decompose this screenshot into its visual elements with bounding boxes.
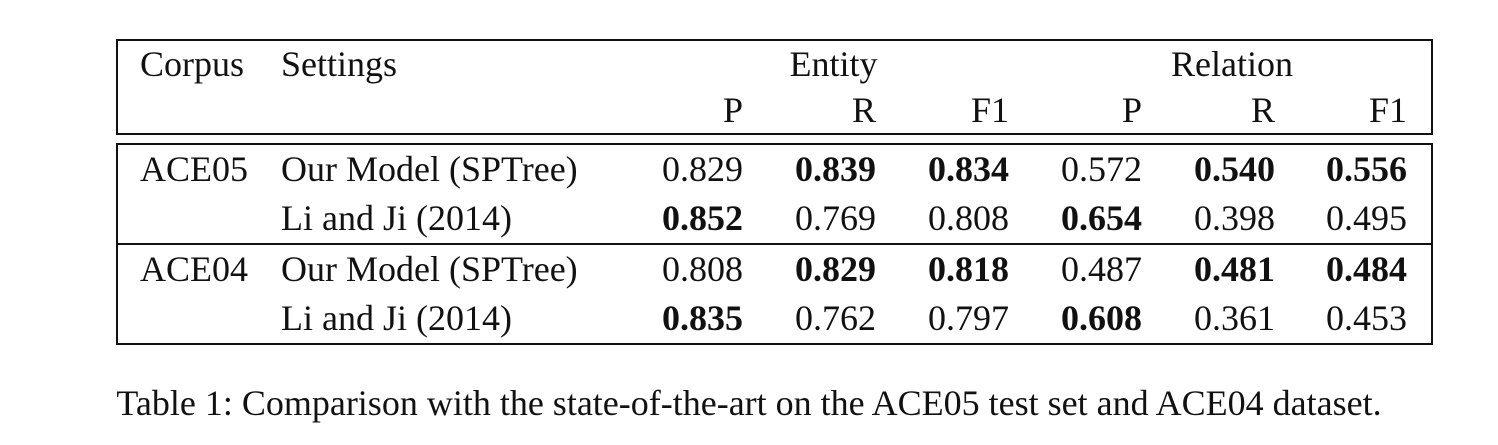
cell-relation-p: 0.572	[1033, 143, 1167, 194]
header-relation-p: P	[1033, 87, 1167, 135]
header-entity-f1: F1	[900, 87, 1034, 135]
cell-relation-r: 0.361	[1166, 294, 1300, 345]
header-row-2: P R F1 P R F1	[116, 87, 1434, 135]
row-corpus	[116, 294, 281, 345]
cell-entity-f1: 0.797	[900, 294, 1034, 345]
table-row: Li and Ji (2014) 0.835 0.762 0.797 0.608…	[116, 294, 1434, 345]
row-setting: Our Model (SPTree)	[281, 243, 634, 294]
row-setting: Our Model (SPTree)	[281, 143, 634, 194]
header-blank	[281, 87, 634, 135]
row-corpus	[116, 194, 281, 244]
header-entity-r: R	[767, 87, 900, 135]
header-entity-p: P	[634, 87, 767, 135]
cell-relation-p: 0.487	[1033, 243, 1167, 294]
cell-entity-p: 0.808	[634, 243, 767, 294]
header-entity-group: Entity	[634, 39, 1034, 87]
table-row: Li and Ji (2014) 0.852 0.769 0.808 0.654…	[116, 194, 1434, 244]
row-setting: Li and Ji (2014)	[281, 294, 634, 345]
cell-relation-p: 0.654	[1061, 198, 1143, 238]
header-relation-r: R	[1166, 87, 1300, 135]
cell-entity-r: 0.769	[795, 198, 876, 238]
results-table: Corpus Settings Entity Relation P R F1 P…	[116, 39, 1434, 345]
cell-relation-r: 0.398	[1194, 198, 1276, 238]
results-table-container: Corpus Settings Entity Relation P R F1 P…	[116, 39, 1434, 345]
header-blank	[116, 87, 281, 135]
header-row-1: Corpus Settings Entity Relation	[116, 39, 1434, 87]
cell-entity-p: 0.852	[662, 198, 743, 238]
row-corpus: ACE04	[116, 243, 281, 294]
cell-entity-r: 0.762	[767, 294, 900, 345]
row-setting: Li and Ji (2014)	[281, 198, 512, 238]
cell-entity-p: 0.835	[634, 294, 767, 345]
header-relation-f1: F1	[1299, 87, 1434, 135]
cell-relation-f1: 0.484	[1299, 243, 1434, 294]
cell-relation-r: 0.540	[1166, 143, 1300, 194]
cell-entity-r: 0.829	[767, 243, 900, 294]
header-corpus: Corpus	[116, 39, 281, 87]
row-corpus: ACE05	[116, 143, 281, 194]
cell-relation-f1: 0.495	[1299, 194, 1434, 244]
table-caption: Table 1: Comparison with the state-of-th…	[116, 383, 1382, 423]
cell-entity-f1: 0.808	[928, 198, 1010, 238]
header-settings: Settings	[281, 39, 634, 87]
cell-relation-f1: 0.556	[1299, 143, 1434, 194]
cell-relation-r: 0.481	[1166, 243, 1300, 294]
cell-relation-p: 0.608	[1033, 294, 1167, 345]
table-row: ACE05 Our Model (SPTree) 0.829 0.839 0.8…	[116, 143, 1434, 194]
cell-entity-f1: 0.834	[900, 143, 1034, 194]
header-relation-group: Relation	[1033, 39, 1434, 87]
cell-entity-r: 0.839	[767, 143, 900, 194]
cell-relation-f1: 0.453	[1299, 294, 1434, 345]
cell-entity-p: 0.829	[634, 143, 767, 194]
table-row: ACE04 Our Model (SPTree) 0.808 0.829 0.8…	[116, 243, 1434, 294]
header-gap	[117, 134, 1432, 144]
cell-entity-f1: 0.818	[900, 243, 1034, 294]
